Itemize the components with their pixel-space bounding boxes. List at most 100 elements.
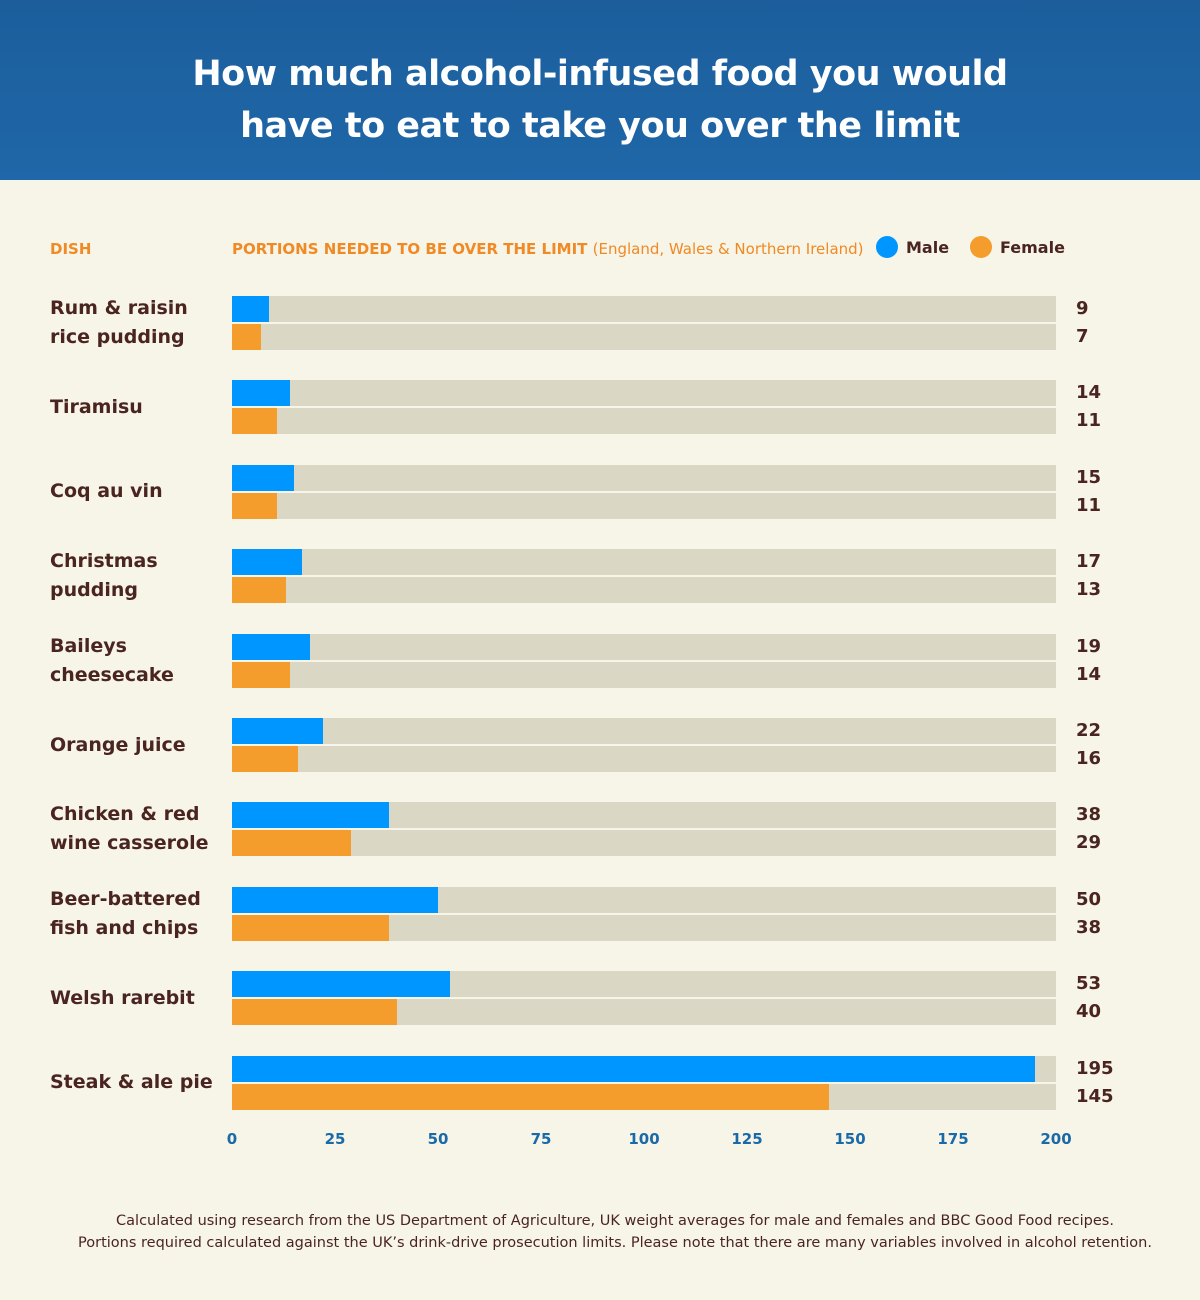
dish-label-line: wine casserole [50, 832, 209, 855]
footnote-line-2: Portions required calculated against the… [78, 1235, 1152, 1251]
bar-male [232, 296, 270, 322]
bar-track [232, 718, 1056, 744]
dish-label: Welsh rarebit [50, 984, 220, 1013]
x-tick-label: 100 [628, 1130, 660, 1148]
bar-male [232, 718, 323, 744]
x-tick-label: 0 [226, 1130, 238, 1148]
value-label-male: 195 [1076, 1057, 1114, 1079]
bar-female [232, 999, 397, 1026]
dish-label-line: fish and chips [50, 916, 199, 939]
dish-label: Tiramisu [50, 393, 220, 422]
value-label-male: 9 [1076, 298, 1089, 319]
dish-label: Christmas pudding [50, 547, 220, 605]
x-tick-label: 200 [1040, 1130, 1072, 1148]
x-tick-label: 25 [324, 1130, 346, 1148]
legend-female-swatch [970, 236, 992, 258]
bar-male [232, 886, 438, 913]
dish-label-line: Tiramisu [50, 395, 143, 418]
bar-female [232, 408, 278, 435]
portions-header-sub: (England, Wales & Northern Ireland) [592, 240, 864, 258]
bar-track [232, 661, 1056, 688]
dish-label-line: Christmas [50, 550, 158, 573]
value-label-female: 13 [1076, 579, 1102, 601]
bar-track [232, 549, 1056, 576]
dish-label-line: cheesecake [50, 663, 174, 686]
bar-track [232, 914, 1056, 941]
dish-header: DISH [50, 240, 92, 258]
dish-label-line: Baileys [50, 634, 127, 657]
value-label-male: 22 [1076, 720, 1102, 741]
value-label-female: 145 [1076, 1085, 1114, 1107]
bar-male [232, 549, 303, 576]
dish-label: Rum & raisin rice pudding [50, 294, 220, 352]
x-tick-label: 125 [731, 1130, 763, 1148]
bar-track [232, 1083, 1056, 1110]
dish-label-line: Chicken & red [50, 803, 200, 826]
bar-track [232, 1055, 1056, 1082]
dish-label: Chicken & red wine casserole [50, 800, 220, 858]
bar-male [232, 1055, 1036, 1082]
value-label-female: 11 [1076, 410, 1102, 432]
value-label-female: 14 [1076, 663, 1102, 685]
bar-track [232, 408, 1056, 435]
value-label-female: 11 [1076, 494, 1102, 516]
dish-label: Coq au vin [50, 477, 220, 506]
footnote-line-1: Calculated using research from the US De… [116, 1213, 1114, 1229]
bar-track [232, 633, 1056, 660]
dish-label: Baileys cheesecake [50, 632, 220, 690]
value-label-female: 29 [1076, 832, 1102, 854]
x-tick-label: 150 [834, 1130, 866, 1148]
bar-track [232, 296, 1056, 322]
bar-male [232, 802, 389, 829]
bar-track [232, 746, 1056, 772]
bar-male [232, 971, 451, 998]
bar-female [232, 577, 286, 604]
value-label-female: 40 [1076, 1001, 1102, 1023]
bar-track [232, 971, 1056, 998]
bar-track [232, 380, 1056, 407]
bar-male [232, 380, 290, 407]
x-tick-label: 50 [427, 1130, 449, 1148]
value-label-male: 15 [1076, 466, 1102, 488]
bar-male [232, 464, 294, 491]
value-label-male: 17 [1076, 551, 1102, 573]
chart-title: How much alcohol-infused food you would … [0, 48, 1200, 152]
title-line-2: have to eat to take you over the limit [240, 106, 960, 146]
x-tick-label: 175 [937, 1130, 969, 1148]
dish-label: Steak & ale pie [50, 1068, 220, 1097]
dish-label-line: Coq au vin [50, 480, 163, 503]
portions-header: PORTIONS NEEDED TO BE OVER THE LIMIT (En… [232, 240, 864, 258]
value-label-female: 38 [1076, 916, 1102, 938]
legend-male-swatch [876, 236, 898, 258]
title-banner [0, 0, 1200, 180]
bar-female [232, 492, 278, 519]
bar-female [232, 661, 290, 688]
title-line-1: How much alcohol-infused food you would [192, 54, 1008, 94]
bar-track [232, 886, 1056, 913]
bar-female [232, 914, 389, 941]
dish-label-line: pudding [50, 579, 138, 602]
bar-female [232, 830, 352, 857]
legend-male-label: Male [906, 237, 950, 257]
value-label-male: 53 [1076, 973, 1102, 995]
portions-header-main: PORTIONS NEEDED TO BE OVER THE LIMIT [232, 240, 588, 258]
value-label-female: 16 [1076, 748, 1102, 769]
bar-female [232, 746, 298, 772]
dish-label: Orange juice [50, 731, 220, 760]
dish-label-line: Steak & ale pie [50, 1071, 213, 1094]
bar-track [232, 464, 1056, 491]
bar-track [232, 577, 1056, 604]
bar-track [232, 324, 1056, 350]
footnote: Calculated using research from the US De… [0, 1210, 1200, 1254]
bar-track [232, 492, 1056, 519]
dish-label-line: Rum & raisin [50, 297, 188, 319]
value-label-male: 19 [1076, 635, 1102, 657]
dish-label-line: Orange juice [50, 733, 186, 756]
bar-female [232, 324, 261, 350]
value-label-male: 50 [1076, 888, 1102, 910]
legend-male: Male [876, 236, 949, 258]
legend-female: Female [970, 236, 1065, 258]
dish-label-line: rice pudding [50, 326, 185, 348]
bar-track [232, 999, 1056, 1026]
